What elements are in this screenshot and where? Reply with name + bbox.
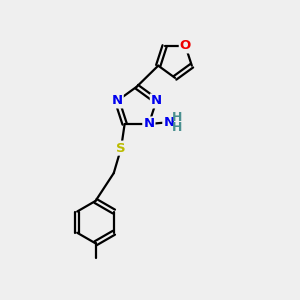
Text: H: H bbox=[172, 121, 182, 134]
Text: S: S bbox=[116, 142, 126, 154]
Text: N: N bbox=[163, 116, 174, 129]
Text: N: N bbox=[143, 118, 155, 130]
Text: O: O bbox=[180, 39, 191, 52]
Text: H: H bbox=[172, 111, 182, 124]
Text: N: N bbox=[151, 94, 162, 107]
Text: N: N bbox=[112, 94, 123, 107]
